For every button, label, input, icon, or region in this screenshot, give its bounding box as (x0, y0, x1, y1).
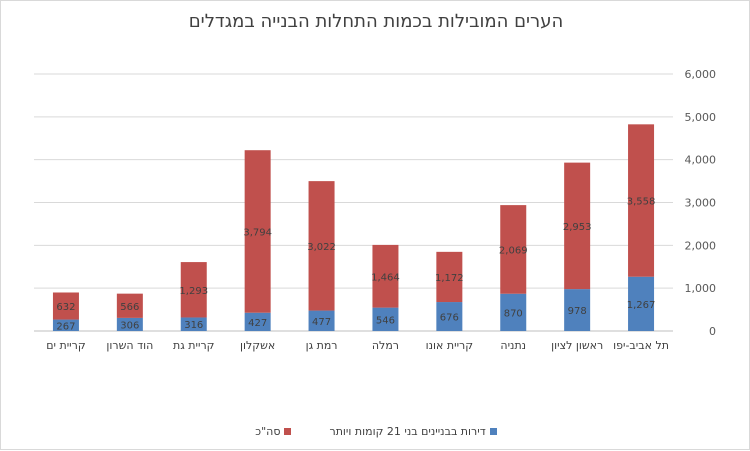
data-label-total: 2,953 (563, 222, 592, 233)
bar-total (628, 124, 655, 277)
bar-tall-buildings (180, 317, 207, 331)
data-label-tall-buildings: 267 (56, 321, 75, 332)
legend-label-tall-buildings: דירות בבניינים בני 21 קומות ויותר (329, 425, 486, 438)
bar-total (244, 150, 271, 313)
data-label-total: 1,172 (435, 273, 464, 284)
data-label-total: 3,022 (307, 242, 336, 253)
category-label: קריית ים (46, 339, 85, 352)
legend-swatch-total (284, 428, 292, 435)
bar-tall-buildings (500, 293, 527, 331)
bar-total (116, 293, 143, 318)
bar-tall-buildings (372, 307, 399, 331)
bar-tall-buildings (436, 302, 463, 331)
legend-item-total: סה"כ (255, 425, 292, 438)
y-tick-label: 4,000 (685, 154, 717, 167)
bar-tall-buildings (308, 310, 335, 331)
data-label-total: 632 (56, 302, 75, 313)
category-label: קריית גת (173, 339, 214, 352)
bar-tall-buildings (52, 319, 79, 331)
data-label-total: 3,794 (243, 227, 272, 238)
data-label-tall-buildings: 978 (568, 306, 587, 317)
y-tick-label: 0 (709, 325, 716, 338)
legend-swatch-tall-buildings (489, 428, 497, 435)
bar-total (52, 292, 79, 320)
y-tick-label: 1,000 (685, 282, 717, 295)
y-tick-label: 5,000 (685, 111, 717, 124)
data-label-tall-buildings: 306 (120, 320, 139, 331)
data-label-total: 1,464 (371, 272, 400, 283)
bar-tall-buildings (628, 276, 655, 331)
data-label-total: 1,293 (179, 286, 208, 297)
category-label: רמלה (372, 339, 399, 352)
category-label: תל אביב-יפו (613, 339, 669, 352)
data-label-total: 2,069 (499, 245, 528, 256)
category-label: אשקלון (240, 339, 275, 352)
bar-total (308, 181, 335, 311)
data-label-tall-buildings: 1,267 (627, 300, 656, 311)
data-label-total: 3,558 (627, 197, 656, 208)
y-tick-label: 6,000 (685, 68, 717, 81)
data-label-tall-buildings: 870 (504, 308, 523, 319)
category-label: הוד השרון (106, 339, 153, 352)
bar-total (500, 205, 527, 294)
bar-total (436, 251, 463, 303)
data-label-tall-buildings: 316 (184, 320, 203, 331)
data-label-total: 566 (120, 302, 139, 313)
legend-item-tall-buildings: דירות בבניינים בני 21 קומות ויותר (329, 425, 497, 438)
bar-tall-buildings (244, 312, 271, 331)
y-tick-label: 2,000 (685, 239, 717, 252)
bar-tall-buildings (564, 289, 591, 331)
data-label-tall-buildings: 427 (248, 318, 267, 329)
category-label: נתניה (500, 339, 526, 352)
y-tick-label: 3,000 (685, 197, 717, 210)
data-label-tall-buildings: 676 (440, 313, 459, 324)
chart-title: הערים המובילות בכמות התחלות הבנייה במגדל… (188, 11, 564, 32)
bar-total (564, 162, 591, 290)
chart-legend: סה"כ דירות בבניינים בני 21 קומות ויותר (1, 425, 750, 438)
category-label: רמת גן (306, 339, 338, 352)
data-label-tall-buildings: 546 (376, 315, 395, 326)
bar-total (372, 244, 399, 308)
data-label-tall-buildings: 477 (312, 317, 331, 328)
legend-label-total: סה"כ (255, 425, 281, 438)
bar-total (180, 262, 207, 318)
category-label: ראשון לציון (551, 339, 603, 352)
category-label: קריית אונו (426, 339, 473, 352)
bar-tall-buildings (116, 317, 143, 331)
